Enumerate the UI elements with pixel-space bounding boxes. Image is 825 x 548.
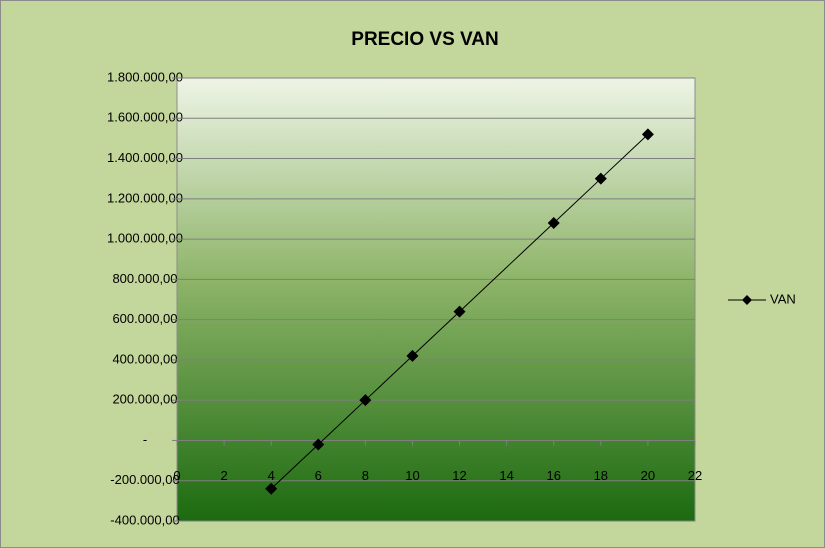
legend-marker xyxy=(742,295,752,305)
data-point xyxy=(406,349,419,362)
data-point xyxy=(312,438,325,451)
data-point xyxy=(265,482,278,495)
y-tick-label: 200.000,00 xyxy=(112,392,177,407)
y-tick-label: 1.200.000,00 xyxy=(107,190,183,205)
x-tick-label: 18 xyxy=(594,468,608,483)
x-tick-label: 22 xyxy=(688,468,702,483)
data-point xyxy=(547,216,560,229)
y-tick-label: 1.600.000,00 xyxy=(107,110,183,125)
x-tick-label: 14 xyxy=(499,468,513,483)
y-tick-label: 1.800.000,00 xyxy=(107,69,183,84)
legend-label: VAN xyxy=(770,291,796,306)
y-tick-label: - xyxy=(143,432,147,447)
y-tick-label: 800.000,00 xyxy=(112,271,177,286)
y-tick-label: 1.000.000,00 xyxy=(107,231,183,246)
x-tick-label: 20 xyxy=(641,468,655,483)
y-tick-label: -200.000,00 xyxy=(110,472,179,487)
series-line xyxy=(270,134,649,490)
x-tick-label: 4 xyxy=(268,468,275,483)
x-tick-label: 8 xyxy=(362,468,369,483)
x-tick-label: 6 xyxy=(315,468,322,483)
y-tick-label: -400.000,00 xyxy=(110,512,179,527)
x-tick-label: 12 xyxy=(452,468,466,483)
data-point xyxy=(594,172,607,185)
y-tick-label: 1.400.000,00 xyxy=(107,150,183,165)
x-tick-label: 10 xyxy=(405,468,419,483)
chart-title: PRECIO VS VAN xyxy=(351,29,498,50)
plot-area xyxy=(176,77,696,522)
x-tick-label: 2 xyxy=(220,468,227,483)
y-tick-label: 600.000,00 xyxy=(112,311,177,326)
y-tick-label: 400.000,00 xyxy=(112,351,177,366)
x-tick-label: 0 xyxy=(173,468,180,483)
data-point xyxy=(641,128,654,141)
data-point xyxy=(359,394,372,407)
data-point xyxy=(453,305,466,318)
x-tick-label: 16 xyxy=(546,468,560,483)
